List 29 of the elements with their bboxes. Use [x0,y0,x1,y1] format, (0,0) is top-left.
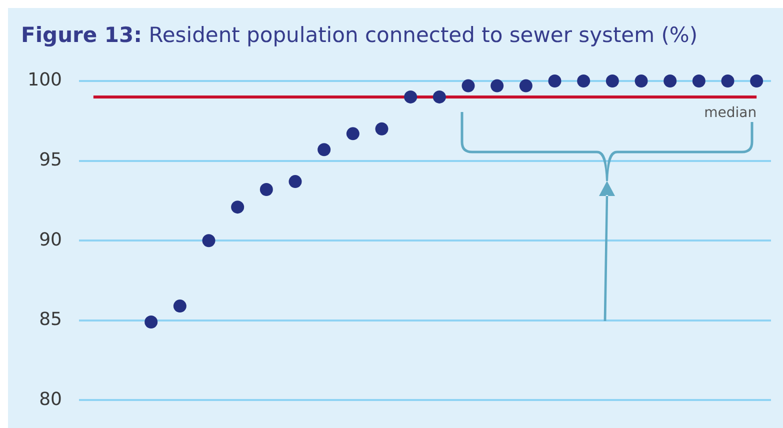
point [231,200,244,214]
point [260,183,273,196]
point [548,74,562,88]
point [346,127,360,140]
y-tick-label: 90 [39,229,62,250]
point [318,143,331,156]
point [173,300,186,313]
point [432,90,446,104]
y-tick-label: 80 [39,388,62,410]
point [490,79,504,92]
point [606,74,619,88]
point [664,74,677,88]
point [288,175,302,188]
point [750,74,764,88]
chart-title: Figure 13: Resident population connected to sewer system (%) [21,23,698,47]
point [519,79,532,92]
y-tick-label: 100 [28,70,62,91]
y-tick-label: 95 [39,149,62,170]
point [404,90,418,104]
point [375,122,388,136]
point [202,234,216,248]
point [577,74,590,88]
point [144,315,158,328]
y-tick-label: 85 [39,309,62,330]
point [634,74,648,88]
ref-line-label: median [704,104,757,121]
point [721,74,734,88]
point [462,79,475,92]
point [692,74,706,88]
